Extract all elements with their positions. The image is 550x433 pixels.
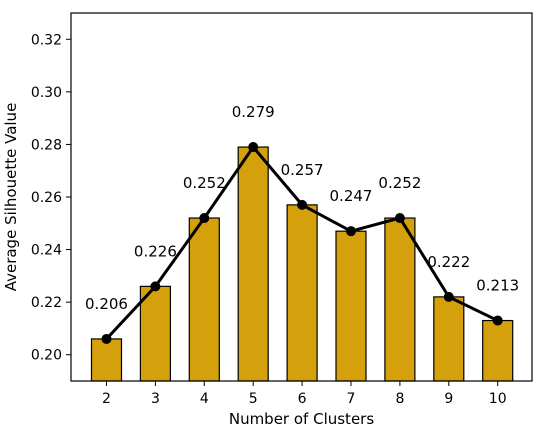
- y-tick-label-0.30: 0.30: [31, 85, 62, 101]
- y-axis-ticks: 0.20 0.22 0.24 0.26 0.28 0.30 0.32: [31, 32, 71, 364]
- bar-6: [286, 204, 318, 382]
- x-tick-label-9: 9: [444, 391, 453, 407]
- data-label-6: 0.257: [281, 161, 324, 179]
- point-9: [443, 291, 454, 302]
- y-tick-label-0.26: 0.26: [31, 190, 62, 206]
- point-8: [394, 213, 405, 224]
- bar-9: [433, 296, 465, 382]
- x-tick-label-2: 2: [102, 391, 111, 407]
- x-tick-label-10: 10: [489, 391, 507, 407]
- data-label-10: 0.213: [476, 277, 519, 295]
- data-label-2: 0.206: [85, 295, 128, 313]
- bar-10: [482, 319, 514, 382]
- y-tick-label-0.20: 0.20: [31, 348, 62, 364]
- point-4: [199, 213, 210, 224]
- point-5: [248, 142, 259, 153]
- bar-8: [384, 217, 416, 382]
- x-axis-ticks: 2 3 4 5 6 7 8 9 10: [102, 381, 507, 407]
- x-tick-label-7: 7: [347, 391, 356, 407]
- point-7: [346, 226, 356, 237]
- data-label-7: 0.247: [330, 187, 373, 205]
- y-tick-label-0.28: 0.28: [31, 137, 62, 153]
- x-axis-label: Number of Clusters: [229, 410, 374, 428]
- data-label-9: 0.222: [427, 253, 470, 271]
- x-tick-label-4: 4: [200, 391, 209, 407]
- x-tick-label-3: 3: [151, 391, 160, 407]
- y-tick-label-0.24: 0.24: [31, 243, 62, 259]
- bar-7: [335, 230, 367, 382]
- line-group: [101, 142, 503, 344]
- point-10: [492, 315, 503, 326]
- data-labels-group: 0.206 0.226 0.252 0.279 0.257 0.247 0.252 0.222…: [85, 103, 519, 313]
- y-tick-label-0.32: 0.32: [31, 32, 62, 48]
- data-label-4: 0.252: [183, 174, 226, 192]
- bar-5: [237, 146, 269, 382]
- bar-3: [139, 285, 171, 382]
- point-2: [101, 333, 112, 344]
- x-tick-label-6: 6: [298, 391, 307, 407]
- x-tick-label-8: 8: [395, 391, 404, 407]
- data-label-5: 0.279: [232, 103, 275, 121]
- point-3: [150, 281, 161, 292]
- data-label-3: 0.226: [134, 242, 177, 260]
- y-axis-label: Average Silhouette Value: [2, 103, 20, 292]
- bar-2: [90, 338, 123, 382]
- data-label-8: 0.252: [378, 174, 421, 192]
- bar-4: [188, 217, 220, 382]
- point-6: [297, 199, 308, 210]
- y-tick-label-0.22: 0.22: [31, 295, 62, 311]
- x-tick-label-5: 5: [249, 391, 258, 407]
